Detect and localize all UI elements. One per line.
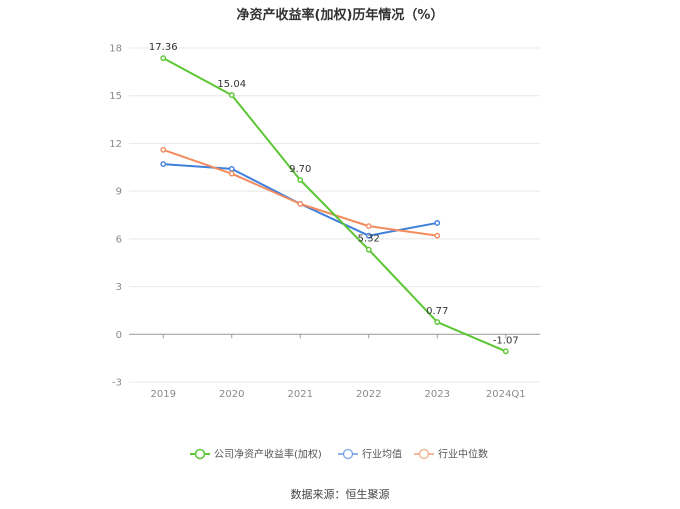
- data-point: [160, 55, 167, 62]
- legend-label: 公司净资产收益率(加权): [214, 448, 322, 461]
- y-tick-label: 0: [116, 330, 122, 341]
- data-point: [228, 170, 235, 177]
- legend-item[interactable]: 行业中位数: [414, 448, 488, 461]
- legend-item[interactable]: 公司净资产收益率(加权): [190, 448, 322, 461]
- y-tick-label: 6: [116, 234, 122, 245]
- series-line-0: [162, 57, 507, 353]
- legend-marker-icon: [194, 448, 206, 460]
- data-point: [434, 220, 441, 226]
- y-tick-label: 15: [109, 91, 122, 102]
- grid-layer: [129, 47, 540, 383]
- data-label: 0.77: [426, 306, 448, 317]
- y-tick-label: 9: [116, 187, 122, 198]
- x-tick-label: 2019: [151, 389, 176, 400]
- data-point: [160, 146, 167, 153]
- data-label: 17.36: [149, 42, 178, 53]
- data-point: [434, 319, 441, 325]
- data-point: [434, 232, 441, 239]
- x-tick-label: 2024Q1: [486, 389, 526, 400]
- data-point: [297, 200, 304, 207]
- data-label: 15.04: [217, 79, 246, 90]
- data-point: [365, 232, 372, 239]
- data-point: [160, 161, 167, 168]
- data-label: 9.70: [289, 164, 311, 175]
- x-tick-label: 2021: [288, 389, 313, 400]
- data-point: [365, 223, 372, 230]
- x-tick-label: 2023: [425, 389, 450, 400]
- data-point: [365, 246, 372, 253]
- data-point: [502, 348, 509, 355]
- data-label: 5.32: [358, 234, 380, 245]
- legend-marker-icon: [342, 448, 354, 460]
- legend-label: 行业均值: [362, 448, 402, 461]
- legend-marker-icon: [418, 448, 430, 460]
- data-label-layer: 17.36 15.04 9.70 5.32 0.77 -1.07: [149, 42, 519, 346]
- data-label: -1.07: [493, 335, 519, 346]
- x-tick-label: 2022: [356, 389, 381, 400]
- legend-item[interactable]: 行业均值: [338, 448, 402, 461]
- y-tick-label: 3: [116, 282, 122, 293]
- series-line-2: [162, 148, 438, 237]
- axis-layer: -3 0 3 6 9 12 15 18 2019 2020 2021 2022 2023 2024Q1: [109, 44, 525, 401]
- data-point: [297, 177, 304, 183]
- y-tick-label: 12: [109, 139, 122, 150]
- series-layer: [160, 55, 509, 355]
- source-note: 数据来源：恒生聚源: [290, 488, 390, 501]
- data-point: [228, 165, 235, 172]
- chart-title: 净资产收益率(加权)历年情况（%）: [236, 8, 444, 23]
- x-tick-label: 2020: [219, 389, 244, 400]
- legend-label: 行业中位数: [438, 448, 488, 461]
- y-tick-label: 18: [109, 44, 122, 55]
- y-tick-label: -3: [112, 378, 122, 389]
- data-point: [228, 92, 235, 98]
- legend: 公司净资产收益率(加权) 行业均值 行业中位数: [190, 448, 488, 461]
